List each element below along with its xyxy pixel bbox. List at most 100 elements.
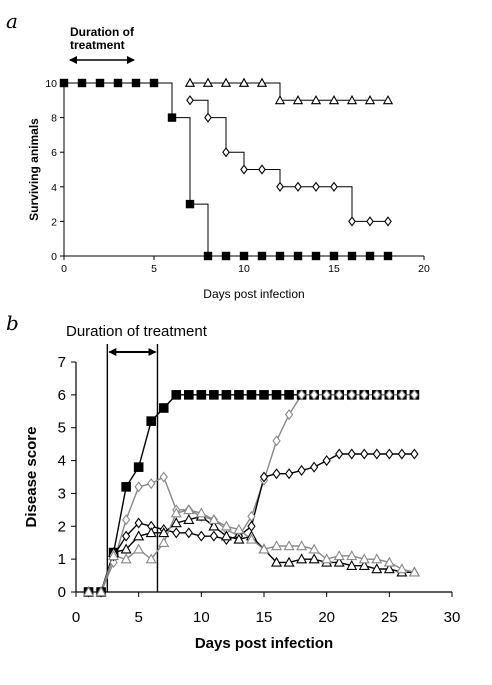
panel-a-data-point bbox=[113, 78, 123, 88]
panel-a-data-point bbox=[202, 77, 214, 87]
panel-b-data-point bbox=[309, 389, 319, 401]
panel-b-data-point bbox=[170, 507, 182, 518]
panel-a-data-point bbox=[186, 95, 194, 106]
panel-a-y-tick-label: 4 bbox=[51, 182, 57, 194]
panel-b-data-point bbox=[333, 556, 345, 567]
panel-b-data-point bbox=[284, 468, 294, 480]
panel-a-data-point bbox=[59, 78, 69, 88]
panel-b-data-point bbox=[197, 530, 206, 542]
panel-a-series-line bbox=[190, 99, 388, 222]
panel-b-x-axis-label: Days post infection bbox=[195, 635, 333, 652]
panel-a-data-point bbox=[294, 181, 302, 192]
panel-b-data-point bbox=[245, 533, 258, 544]
panel-a-data-point bbox=[239, 251, 249, 261]
panel-a-data-point bbox=[312, 181, 320, 192]
panel-b-data-point bbox=[371, 563, 383, 574]
panel-a-data-point bbox=[292, 94, 304, 105]
panel-a-data-point bbox=[382, 94, 394, 105]
panel-b-data-point bbox=[333, 550, 345, 561]
panel-b-data-point bbox=[220, 520, 232, 531]
panel-a-data-point bbox=[167, 113, 177, 122]
panel-a-data-point bbox=[311, 251, 321, 261]
panel-b-data-point bbox=[347, 389, 356, 401]
panel-b-data-point bbox=[296, 553, 308, 564]
panel-a-data-point bbox=[348, 216, 356, 227]
panel-b-data-point bbox=[158, 403, 169, 413]
panel-b-data-point bbox=[284, 409, 294, 421]
panel-b-data-point bbox=[346, 559, 358, 570]
panel-b-data-point bbox=[335, 389, 344, 401]
panel-a-data-point bbox=[204, 112, 212, 123]
panel-b-data-point bbox=[208, 513, 220, 524]
panel-b-data-point bbox=[109, 556, 118, 568]
panel-a-data-point bbox=[364, 94, 376, 105]
panel-a-y-tick-label: 6 bbox=[51, 147, 57, 159]
panel-b-data-point bbox=[322, 455, 331, 467]
panel-b-data-point bbox=[272, 468, 281, 480]
panel-b-data-point bbox=[134, 481, 143, 493]
panel-b-data-point bbox=[133, 462, 144, 472]
panel-a-data-point bbox=[257, 251, 267, 261]
panel-b-data-point bbox=[396, 563, 408, 574]
panel-a-data-point bbox=[184, 77, 196, 87]
panel-b-data-point bbox=[183, 504, 195, 515]
panel-b-data-point bbox=[270, 540, 283, 551]
panel-b-data-point bbox=[410, 448, 419, 460]
panel-a-series-line bbox=[190, 82, 388, 101]
panel-a-plot-area bbox=[59, 77, 394, 261]
panel-a-data-point bbox=[276, 181, 284, 192]
panel-b-data-point bbox=[283, 540, 295, 551]
panel-b-data-point bbox=[272, 435, 281, 447]
panel-b-data-point bbox=[309, 461, 319, 473]
panel-a-data-point bbox=[346, 94, 358, 105]
panel-a-treatment-label-line1: Duration of bbox=[70, 25, 135, 39]
panel-b-data-point bbox=[372, 448, 381, 460]
panel-b-treatment-label: Duration of treatment bbox=[66, 323, 208, 340]
panel-b-data-point bbox=[347, 448, 356, 460]
panel-b: b Duration of treatment 0 5 10 15 20 25 30 0 1 2 3… bbox=[6, 311, 460, 652]
panel-b-y-tick-label: 0 bbox=[58, 584, 66, 601]
panel-b-data-point bbox=[133, 543, 145, 554]
panel-b-data-point bbox=[108, 550, 120, 561]
panel-a-letter: a bbox=[6, 9, 18, 33]
panel-b-x-tick-label: 20 bbox=[318, 609, 335, 626]
panel-b-data-point bbox=[346, 550, 358, 561]
panel-b-data-point bbox=[383, 556, 395, 567]
panel-b-plot-area bbox=[82, 389, 420, 598]
panel-a-data-point bbox=[384, 216, 392, 227]
panel-b-y-tick-label: 3 bbox=[58, 485, 66, 502]
panel-b-data-point bbox=[246, 390, 257, 400]
panel-b-data-point bbox=[183, 513, 195, 524]
panel-b-data-point bbox=[308, 553, 320, 564]
panel-b-y-tick-label: 6 bbox=[58, 387, 66, 404]
panel-b-data-point bbox=[258, 543, 270, 554]
panel-b-data-point bbox=[120, 543, 132, 554]
panel-b-data-point bbox=[259, 471, 269, 483]
panel-a-data-point bbox=[185, 199, 195, 209]
panel-a-data-point bbox=[95, 78, 105, 88]
panel-a-data-point bbox=[238, 77, 250, 87]
panel-a-x-tick-label: 10 bbox=[238, 263, 250, 275]
panel-b-data-point bbox=[247, 520, 256, 532]
panel-b-data-point bbox=[82, 586, 95, 597]
panel-b-data-point bbox=[271, 390, 282, 400]
panel-b-data-point bbox=[358, 559, 370, 570]
panel-b-data-point bbox=[335, 448, 344, 460]
panel-a: a Duration of treatment 0 5 10 15 200246810 … bbox=[6, 9, 430, 301]
panel-a-data-point bbox=[366, 216, 374, 227]
panel-b-axes: 0 5 10 15 20 25 30 0 1 2 3 4 5 6 7 bbox=[58, 354, 461, 626]
panel-b-data-point bbox=[322, 389, 331, 401]
panel-b-data-point bbox=[220, 530, 232, 541]
panel-a-data-point bbox=[293, 251, 303, 261]
panel-b-data-point bbox=[410, 389, 419, 401]
panel-a-x-tick-label: 15 bbox=[328, 263, 340, 275]
panel-a-data-point bbox=[222, 147, 230, 158]
panel-b-data-point bbox=[284, 390, 294, 400]
panel-b-x-tick-label: 25 bbox=[381, 609, 398, 626]
panel-b-data-point bbox=[184, 390, 194, 400]
panel-b-x-tick-label: 10 bbox=[193, 609, 210, 626]
panel-b-data-point bbox=[208, 520, 220, 531]
panel-a-data-point bbox=[220, 77, 232, 87]
panel-b-data-point bbox=[233, 533, 245, 544]
